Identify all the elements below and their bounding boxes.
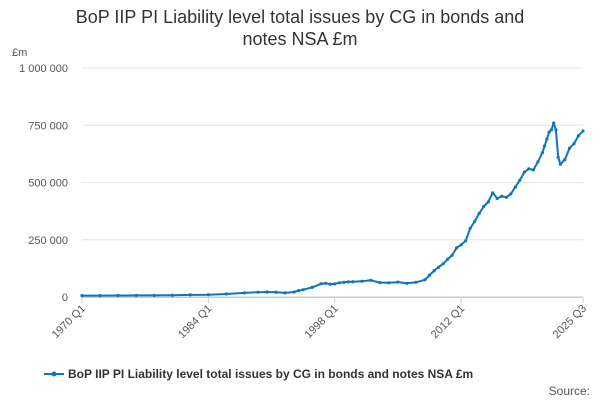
data-point[interactable] — [572, 142, 576, 146]
y-tick-label: 0 — [62, 292, 68, 304]
data-point[interactable] — [387, 281, 391, 285]
legend[interactable]: BoP IIP PI Liability level total issues … — [44, 367, 473, 381]
data-point[interactable] — [545, 137, 549, 141]
data-point[interactable] — [80, 294, 84, 298]
data-point[interactable] — [556, 155, 560, 159]
data-point[interactable] — [333, 282, 337, 286]
data-point[interactable] — [432, 269, 436, 273]
data-point[interactable] — [563, 158, 567, 162]
data-point[interactable] — [509, 192, 513, 196]
x-axis: 1970 Q1 1984 Q1 1998 Q1 2012 Q1 2025 Q3 — [50, 297, 589, 341]
data-point[interactable] — [441, 262, 445, 266]
data-point[interactable] — [224, 292, 228, 296]
data-point[interactable] — [297, 289, 301, 293]
data-point[interactable] — [552, 121, 556, 125]
data-point[interactable] — [513, 185, 517, 189]
data-point[interactable] — [549, 128, 554, 132]
data-point[interactable] — [486, 200, 490, 204]
data-point[interactable] — [522, 170, 526, 174]
x-tick-label: 1984 Q1 — [176, 303, 214, 341]
data-point[interactable] — [543, 144, 547, 148]
data-point[interactable] — [283, 291, 287, 295]
data-point[interactable] — [504, 195, 508, 199]
data-point[interactable] — [450, 253, 454, 257]
x-tick-label: 2012 Q1 — [429, 303, 467, 341]
data-point[interactable] — [206, 293, 210, 297]
data-point[interactable] — [547, 130, 551, 134]
data-point[interactable] — [482, 204, 486, 209]
data-point[interactable] — [459, 243, 463, 247]
data-point[interactable] — [328, 282, 332, 286]
data-point[interactable] — [558, 162, 563, 166]
data-point[interactable] — [446, 257, 450, 261]
data-point[interactable] — [540, 151, 545, 155]
data-point[interactable] — [531, 168, 536, 172]
data-point[interactable] — [134, 293, 138, 297]
data-point[interactable] — [554, 128, 558, 132]
data-point[interactable] — [396, 280, 400, 284]
source-label: Source: — [549, 384, 590, 398]
data-point[interactable] — [464, 239, 468, 243]
x-tick-label: 1998 Q1 — [303, 303, 341, 341]
legend-entry-label: BoP IIP PI Liability level total issues … — [68, 367, 473, 381]
y-tick-label: 500 000 — [28, 178, 68, 190]
y-axis-label: £m — [12, 47, 27, 59]
data-point[interactable] — [414, 280, 418, 284]
data-point[interactable] — [378, 281, 382, 285]
y-axis: 0 250 000 500 000 750 000 1 000 000 — [19, 63, 68, 304]
data-point[interactable] — [477, 211, 481, 215]
x-tick-label: 2025 Q3 — [551, 303, 589, 341]
data-point[interactable] — [536, 160, 540, 164]
data-point[interactable] — [423, 278, 427, 282]
data-point[interactable] — [468, 226, 472, 230]
data-point[interactable] — [310, 285, 314, 289]
data-point[interactable] — [319, 282, 323, 286]
data-point[interactable] — [567, 146, 572, 150]
data-point[interactable] — [473, 219, 477, 223]
data-point[interactable] — [170, 293, 174, 297]
data-point[interactable] — [527, 167, 531, 171]
data-point[interactable] — [369, 278, 373, 282]
data-point[interactable] — [405, 281, 409, 285]
series-layer — [80, 121, 585, 298]
data-point[interactable] — [500, 194, 504, 198]
data-point[interactable] — [292, 290, 296, 294]
data-point[interactable] — [455, 246, 459, 250]
data-point[interactable] — [152, 293, 156, 297]
chart-title-line-2: notes NSA £m — [242, 29, 358, 49]
y-tick-label: 250 000 — [28, 235, 68, 247]
grid-layer — [82, 67, 583, 298]
data-point[interactable] — [274, 290, 278, 294]
data-point[interactable] — [576, 134, 581, 138]
chart-title-line-1: BoP IIP PI Liability level total issues … — [75, 7, 525, 27]
data-point[interactable] — [346, 280, 350, 284]
data-point[interactable] — [581, 129, 585, 133]
data-point[interactable] — [518, 178, 522, 182]
data-point[interactable] — [360, 279, 364, 283]
chart-title: BoP IIP PI Liability level total issues … — [0, 6, 600, 50]
data-point[interactable] — [324, 281, 328, 285]
y-tick-label: 750 000 — [28, 120, 68, 132]
series-line — [82, 122, 584, 297]
data-point[interactable] — [116, 293, 120, 298]
data-point[interactable] — [437, 265, 441, 269]
data-point[interactable] — [301, 288, 305, 292]
data-point[interactable] — [427, 273, 432, 277]
data-point[interactable] — [188, 293, 192, 297]
data-point[interactable] — [351, 280, 355, 284]
data-point[interactable] — [98, 294, 102, 298]
data-point[interactable] — [491, 191, 495, 195]
y-tick-label: 1 000 000 — [19, 63, 68, 75]
data-point[interactable] — [265, 290, 269, 294]
legend-dot-marker — [51, 371, 57, 377]
data-point[interactable] — [495, 196, 499, 201]
data-point[interactable] — [242, 291, 247, 295]
x-tick-label: 1970 Q1 — [50, 303, 88, 341]
data-point[interactable] — [342, 280, 346, 284]
data-point[interactable] — [256, 290, 260, 294]
data-point[interactable] — [337, 281, 341, 285]
